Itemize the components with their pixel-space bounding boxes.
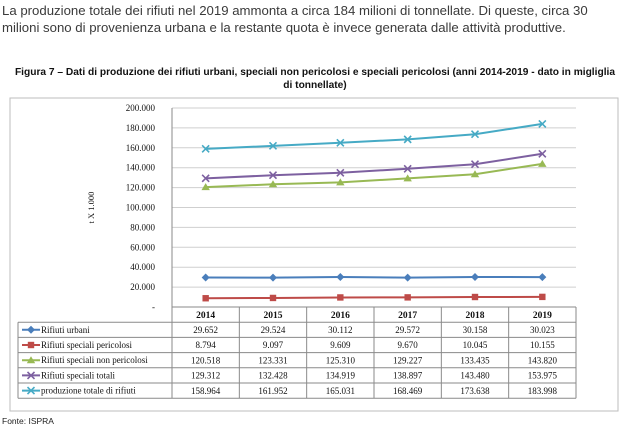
data-point	[268, 180, 278, 188]
data-point	[403, 135, 412, 144]
data-point	[201, 273, 210, 282]
series-line-3	[205, 152, 543, 180]
table-cell: 153.975	[528, 371, 558, 381]
table-cell: 129.312	[191, 371, 220, 381]
table-cell: 165.031	[326, 386, 355, 396]
y-tick-label: 180.000	[126, 123, 156, 133]
data-point	[538, 273, 547, 282]
table-cell: 9.609	[330, 340, 351, 350]
table-cell: 132.428	[258, 371, 288, 381]
data-point	[470, 170, 480, 178]
table-cell: 134.919	[326, 371, 356, 381]
table-cell: 138.897	[393, 371, 423, 381]
data-point	[471, 293, 479, 301]
source-note: Fonte: ISPRA	[2, 416, 54, 426]
y-tick-label: 160.000	[126, 143, 156, 153]
table-cell: 143.820	[528, 355, 558, 365]
data-point	[538, 119, 547, 128]
data-point	[470, 160, 480, 169]
legend-key-marker	[26, 371, 36, 380]
series-line-2	[205, 162, 543, 189]
data-point	[268, 141, 278, 150]
data-point	[471, 272, 479, 281]
legend-key-marker	[26, 356, 36, 364]
series-line-4	[205, 122, 543, 150]
table-cell: 133.435	[460, 355, 490, 365]
x-tick-label: 2015	[264, 311, 283, 321]
y-tick-label: 40.000	[130, 262, 155, 272]
table-cell: 30.112	[328, 325, 352, 335]
intro-paragraph: La produzione totale dei rifiuti nel 201…	[2, 3, 588, 35]
x-tick-label: 2018	[466, 311, 485, 321]
legend-key-marker	[27, 341, 35, 349]
data-point	[336, 273, 345, 282]
data-point	[538, 149, 547, 158]
chart-frame	[9, 97, 619, 412]
y-tick-label: 80.000	[130, 222, 155, 232]
table-cell: 129.227	[393, 355, 423, 365]
data-point	[336, 138, 345, 147]
x-tick-label: 2016	[331, 311, 350, 321]
data-point	[336, 168, 345, 177]
table-cell: 125.310	[326, 355, 356, 365]
y-tick-label: 100.000	[126, 203, 156, 213]
data-point	[268, 171, 278, 180]
table-cell: 30.158	[463, 325, 488, 335]
table-cell: 29.572	[395, 325, 420, 335]
table-cell: 8.794	[196, 340, 217, 350]
data-point	[404, 294, 411, 301]
data-point	[201, 183, 210, 191]
table-cell: 9.097	[263, 340, 284, 350]
table-cell: 29.524	[261, 325, 286, 335]
legend-key-marker	[26, 386, 36, 395]
data-point	[201, 144, 210, 153]
legend-label: Rifiuti speciali non pericolosi	[41, 355, 148, 365]
data-point	[470, 130, 480, 139]
series-line-1	[205, 295, 543, 300]
data-point	[202, 295, 209, 302]
table-cell: 143.480	[460, 371, 490, 381]
table-cell: 161.952	[258, 386, 287, 396]
table-cell: 168.469	[393, 386, 423, 396]
table-cell: 173.638	[460, 386, 490, 396]
y-tick-label: 20.000	[130, 282, 155, 292]
y-tick-label: 200.000	[126, 103, 156, 113]
legend-key-marker	[27, 325, 35, 334]
legend-label: Rifiuti urbani	[41, 325, 90, 335]
legend-label: produzione totale di rifiuti	[41, 386, 136, 396]
table-cell: 10.045	[463, 340, 488, 350]
x-tick-label: 2014	[196, 311, 215, 321]
legend-label: Rifiuti speciali pericolosi	[41, 340, 132, 350]
table-cell: 183.998	[528, 386, 558, 396]
data-point	[201, 174, 210, 183]
x-tick-label: 2017	[398, 311, 417, 321]
data-point	[403, 273, 412, 282]
data-point	[336, 178, 345, 186]
table-cell: 120.518	[191, 355, 221, 365]
table-cell: 123.331	[258, 355, 287, 365]
table-cell: 29.652	[193, 325, 218, 335]
table-cell: 10.155	[530, 340, 555, 350]
data-point	[403, 174, 412, 182]
data-point	[539, 293, 546, 301]
y-axis-label: t X 1.000	[86, 192, 96, 224]
data-point	[337, 294, 344, 301]
y-tick-label: -	[152, 302, 155, 312]
data-point	[269, 273, 277, 282]
y-tick-label: 140.000	[126, 163, 156, 173]
data-point	[269, 294, 277, 302]
table-cell: 9.670	[398, 340, 419, 350]
figure-title: Figura 7 – Dati di produzione dei rifiut…	[14, 67, 616, 91]
x-tick-label: 2019	[533, 311, 552, 321]
table-cell: 158.964	[191, 386, 221, 396]
y-tick-label: 120.000	[126, 183, 156, 193]
y-tick-label: 60.000	[130, 242, 155, 252]
data-point	[538, 159, 547, 167]
table-cell: 30.023	[530, 325, 555, 335]
data-point	[403, 164, 412, 173]
series-line-0	[205, 275, 543, 279]
legend-label: Rifiuti speciali totali	[41, 370, 115, 380]
